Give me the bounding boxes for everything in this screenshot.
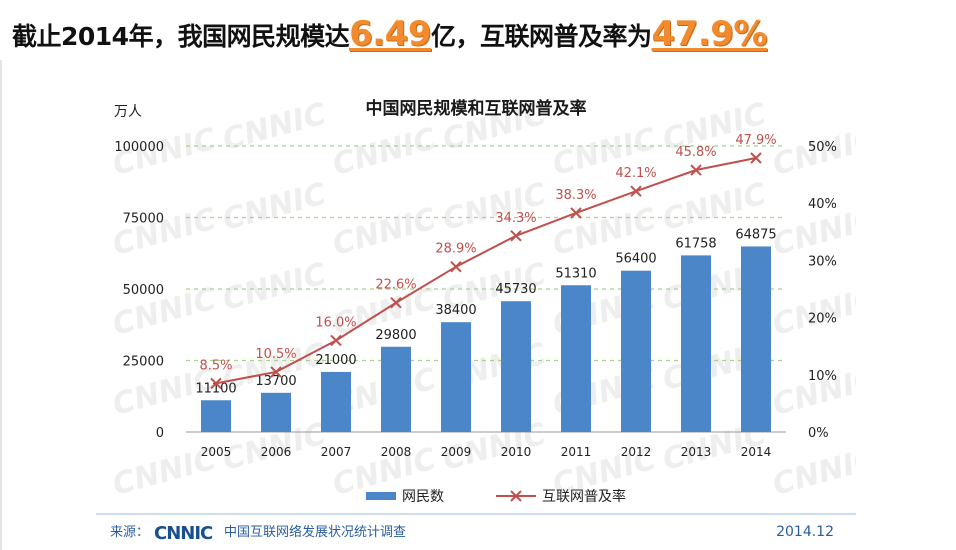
bar bbox=[321, 371, 351, 432]
headline-prefix: 截止2014年，我国网民规模达 bbox=[12, 22, 350, 51]
bar bbox=[621, 270, 651, 432]
x-tick-label: 2011 bbox=[561, 445, 592, 459]
right-tick-label: 40% bbox=[808, 197, 837, 212]
bar bbox=[381, 346, 411, 432]
rate-value-label: 10.5% bbox=[255, 347, 296, 362]
watermark: CNNIC bbox=[219, 177, 330, 238]
bar-value-label: 21000 bbox=[315, 353, 356, 368]
footer-date: 2014.12 bbox=[776, 524, 834, 540]
bar-value-label: 56400 bbox=[615, 252, 656, 267]
bar-value-label: 51310 bbox=[555, 266, 596, 281]
right-tick-label: 10% bbox=[808, 369, 837, 384]
watermark: CNNIC bbox=[219, 97, 330, 158]
rate-point bbox=[330, 334, 342, 347]
bar-value-label: 61758 bbox=[675, 236, 716, 251]
x-tick-label: 2007 bbox=[321, 445, 352, 459]
rate-value-label: 16.0% bbox=[315, 315, 356, 330]
rate-value-label: 34.3% bbox=[495, 211, 536, 226]
rate-point bbox=[450, 260, 462, 273]
bar bbox=[501, 301, 531, 432]
rate-value-label: 42.1% bbox=[615, 166, 656, 181]
x-tick-label: 2012 bbox=[621, 445, 652, 459]
source-org: 中国互联网络发展状况统计调查 bbox=[224, 524, 406, 540]
source-label: 来源： bbox=[110, 525, 149, 540]
rate-point bbox=[390, 297, 402, 309]
bar bbox=[561, 285, 591, 432]
headline: 截止2014年，我国网民规模达 6.49 亿，互联网普及率为 47.9% bbox=[12, 14, 767, 58]
headline-value-rate: 47.9% bbox=[651, 14, 768, 54]
right-tick-label: 30% bbox=[808, 254, 837, 269]
bar-value-label: 11100 bbox=[195, 381, 236, 396]
rate-value-label: 22.6% bbox=[375, 278, 416, 293]
x-tick-label: 2010 bbox=[501, 445, 532, 459]
x-tick-label: 2006 bbox=[261, 445, 292, 459]
watermark: CNNIC bbox=[329, 122, 440, 183]
legend-bar-swatch bbox=[366, 492, 396, 500]
right-tick-label: 20% bbox=[808, 312, 837, 327]
x-tick-label: 2008 bbox=[381, 445, 412, 459]
bar bbox=[681, 255, 711, 432]
chart: CNNIC CNNIC CNNIC CNNIC CNNIC CNNIC CNNIC CNNIC… bbox=[96, 80, 856, 550]
bar-value-label: 64875 bbox=[735, 227, 776, 242]
right-tick-label: 50% bbox=[808, 140, 837, 155]
rate-point bbox=[630, 185, 642, 197]
rate-value-label: 8.5% bbox=[199, 358, 232, 373]
left-tick-label: 0 bbox=[156, 426, 164, 441]
left-tick-label: 50000 bbox=[123, 283, 164, 298]
cnnic-logo: CNNIC bbox=[154, 523, 213, 544]
watermark: CNNIC bbox=[219, 257, 330, 318]
rate-value-label: 47.9% bbox=[735, 133, 776, 148]
rate-point bbox=[690, 164, 702, 176]
legend-line-marker bbox=[510, 490, 522, 502]
rate-value-label: 28.9% bbox=[435, 242, 476, 257]
left-tick-label: 75000 bbox=[123, 212, 164, 227]
chart-svg: CNNIC CNNIC CNNIC CNNIC CNNIC CNNIC CNNICCNNIC… bbox=[96, 97, 856, 544]
headline-value-users: 6.49 bbox=[349, 14, 431, 54]
bar bbox=[741, 246, 771, 432]
left-tick-label: 100000 bbox=[114, 140, 164, 155]
bar bbox=[201, 400, 231, 432]
x-tick-label: 2005 bbox=[201, 445, 232, 459]
rate-line bbox=[215, 157, 757, 385]
x-tick-label: 2009 bbox=[441, 445, 472, 459]
bar bbox=[261, 392, 291, 432]
bar-value-label: 45730 bbox=[495, 282, 536, 297]
rate-value-label: 45.8% bbox=[675, 145, 716, 160]
x-tick-label: 2013 bbox=[681, 445, 712, 459]
legend-bar-label: 网民数 bbox=[402, 489, 444, 505]
bar-value-label: 13700 bbox=[255, 374, 296, 389]
legend-line-label: 互联网普及率 bbox=[542, 488, 626, 505]
rate-point bbox=[510, 230, 522, 242]
left-axis-unit: 万人 bbox=[114, 104, 142, 120]
rate-point bbox=[210, 377, 222, 390]
rate-point bbox=[270, 366, 282, 378]
left-edge bbox=[0, 60, 2, 550]
x-tick-label: 2014 bbox=[741, 445, 772, 459]
watermark: CNNIC bbox=[769, 442, 856, 503]
left-tick-label: 25000 bbox=[123, 355, 164, 370]
rate-point bbox=[570, 207, 582, 219]
rate-point bbox=[750, 152, 762, 164]
chart-title: 中国网民规模和互联网普及率 bbox=[366, 98, 587, 119]
headline-mid: 亿，互联网普及率为 bbox=[430, 22, 652, 51]
watermark: CNNIC bbox=[329, 202, 440, 263]
right-tick-label: 0% bbox=[808, 426, 829, 441]
bar-value-label: 38400 bbox=[435, 303, 476, 318]
bar bbox=[441, 322, 471, 432]
bar-value-label: 29800 bbox=[375, 328, 416, 343]
rate-value-label: 38.3% bbox=[555, 188, 596, 203]
